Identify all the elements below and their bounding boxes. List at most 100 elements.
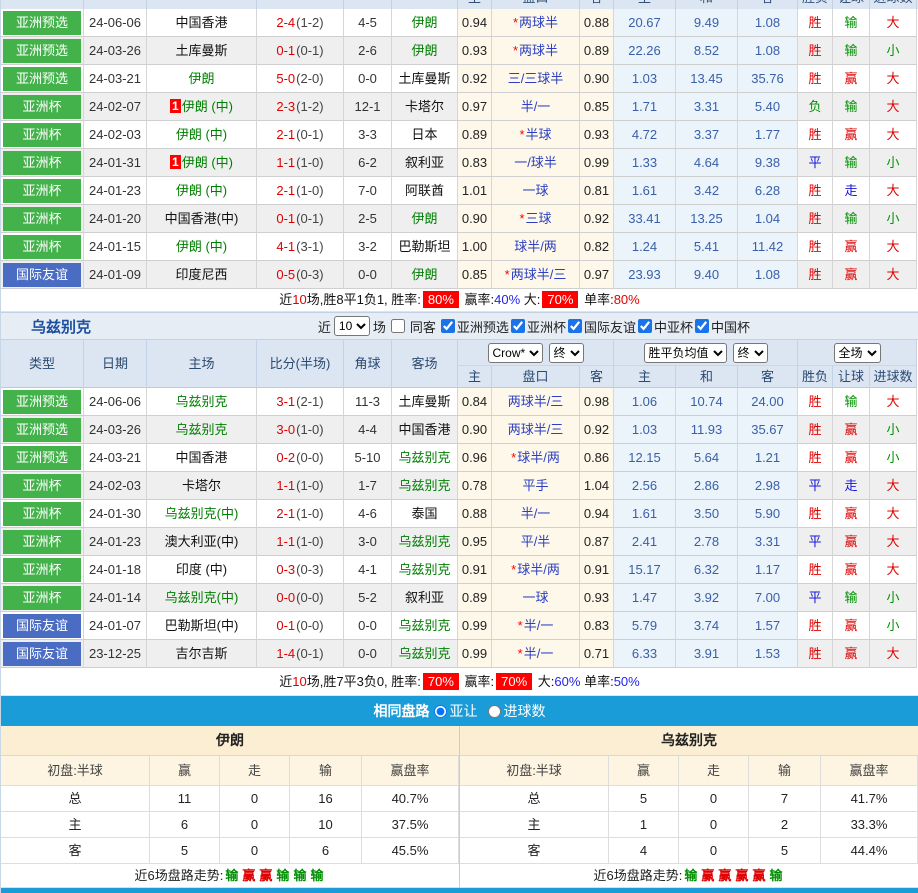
panel-data-cell: 41.7% (821, 786, 918, 812)
near-label: 近 (317, 319, 331, 335)
half-time-score: (1-0) (296, 534, 324, 549)
full-time-score: 2-4 (276, 15, 296, 30)
panel-header-cell: 输 (290, 756, 362, 786)
home-team-cell: 巴勒斯坦(中) (147, 612, 257, 640)
panel-data-cell: 总 (460, 786, 609, 812)
home-team-name: 中国香港 (175, 15, 228, 30)
avg-draw-odds: 3.31 (676, 93, 738, 121)
full-time-score: 4-1 (276, 239, 296, 254)
competition-filter-checkbox[interactable] (440, 319, 455, 333)
same-path-options: 亚让 进球数 (433, 701, 546, 721)
competition-filter-checkbox[interactable] (694, 319, 709, 333)
odds-source-select[interactable]: 终 (732, 342, 768, 363)
handicap-line-cell: *半/一 (492, 612, 580, 640)
handicap-line: 三球 (525, 211, 552, 226)
handicap-away-odds: 0.93 (580, 584, 614, 612)
handicap-line-cell: 半/一 (492, 500, 580, 528)
competition-filter-checkbox[interactable] (637, 319, 652, 333)
avg-away-odds: 1.77 (738, 121, 798, 149)
handicap-home-odds: 0.90 (458, 205, 492, 233)
handicap-home-odds: 1.00 (458, 233, 492, 261)
same-away-checkbox[interactable] (390, 319, 405, 333)
team-handicap-panel: 伊朗 初盘:半球赢走输赢盘率总 11 0 16 40.7% 主 6 0 10 37.5% 客 5 0 6 45… (1, 726, 460, 888)
avg-home-odds: 6.33 (614, 640, 676, 668)
match-row: 亚洲杯 24-02-03 伊朗 (中) 2-1(0-1) 3-3 日本 0.89 *半球 0.9… (1, 121, 918, 149)
result-handicap: 输 (833, 388, 870, 416)
header-col-label: 主 (614, 0, 676, 9)
panel-header-cell: 初盘:半球 (1, 756, 150, 786)
score-cell: 3-1(2-1) (257, 388, 344, 416)
panel-data-cell: 客 (1, 838, 150, 864)
avg-draw-odds: 9.49 (676, 9, 738, 37)
panel-header-cell: 赢 (150, 756, 220, 786)
home-team-cell: 乌兹别克 (147, 388, 257, 416)
trend-item: 赢 (701, 868, 715, 883)
full-time-score: 1-1 (276, 478, 296, 493)
header-empty-cell (344, 0, 392, 9)
avg-draw-odds: 2.78 (676, 528, 738, 556)
match-type-cell: 国际友谊 (1, 261, 84, 289)
result-handicap: 输 (833, 9, 870, 37)
avg-draw-odds: 11.93 (676, 416, 738, 444)
panel-data-row: 总 11 0 16 40.7% (1, 786, 459, 812)
result-goals: 小 (870, 149, 917, 177)
odds-source-select[interactable]: 全场 (833, 342, 881, 363)
avg-away-odds: 1.08 (738, 261, 798, 289)
competition-filter-checkbox[interactable] (567, 319, 582, 333)
match-type-badge: 亚洲预选 (3, 67, 81, 91)
result-goals: 大 (870, 500, 917, 528)
competition-filter-checkbox[interactable] (510, 319, 525, 333)
avg-draw-odds: 3.74 (676, 612, 738, 640)
same-path-radio[interactable] (487, 704, 501, 718)
competition-filter-label: 国际友谊 (583, 319, 636, 335)
header-sub-label: 让球 (833, 366, 870, 388)
match-row: 亚洲预选 24-03-26 乌兹别克 3-0(1-0) 4-4 中国香港 0.90 两球半/三… (1, 416, 918, 444)
match-date: 24-03-21 (84, 444, 147, 472)
panel-data-cell: 37.5% (362, 812, 459, 838)
panel-data-cell: 45.5% (362, 838, 459, 864)
home-team-name: 伊朗 (188, 71, 215, 86)
avg-away-odds: 1.21 (738, 444, 798, 472)
avg-draw-odds: 3.92 (676, 584, 738, 612)
full-time-score: 2-1 (276, 506, 296, 521)
match-row: 亚洲预选 24-03-21 中国香港 0-2(0-0) 5-10 乌兹别克 0.96 *球半/… (1, 444, 918, 472)
odds-source-select[interactable]: 终 (548, 342, 584, 363)
away-team-cell: 巴勒斯坦 (392, 233, 458, 261)
away-team-name: 叙利亚 (404, 590, 444, 605)
result-win-lose: 胜 (798, 205, 833, 233)
home-team-name: 澳大利亚(中) (164, 534, 239, 549)
avg-away-odds: 11.42 (738, 233, 798, 261)
header-empty-cell (84, 0, 147, 9)
same-path-radio[interactable] (433, 704, 447, 718)
avg-draw-odds: 8.52 (676, 37, 738, 65)
avg-home-odds: 22.26 (614, 37, 676, 65)
rank-1-marker: 1 (170, 155, 181, 169)
panel-header-row: 初盘:半球赢走输赢盘率 (1, 756, 459, 786)
handicap-home-odds: 0.84 (458, 388, 492, 416)
uzbek-match-table: 亚洲预选 24-06-06 乌兹别克 3-1(2-1) 11-3 土库曼斯 0.84 两球半/… (1, 388, 918, 668)
avg-away-odds: 1.08 (738, 9, 798, 37)
result-handicap: 赢 (833, 261, 870, 289)
avg-away-odds: 5.40 (738, 93, 798, 121)
header-select-group: 全场 (798, 340, 917, 366)
away-team-name: 卡塔尔 (404, 99, 444, 114)
games-count-select[interactable]: 10 (333, 316, 370, 336)
match-date: 24-03-21 (84, 65, 147, 93)
result-handicap: 走 (833, 472, 870, 500)
odds-source-select[interactable]: Crow* (487, 342, 543, 363)
avg-away-odds: 2.98 (738, 472, 798, 500)
summary-segment: 50% (613, 674, 640, 689)
score-cell: 2-1(1-0) (257, 500, 344, 528)
result-goals: 小 (870, 612, 917, 640)
home-team-cell: 印度尼西 (147, 261, 257, 289)
odds-source-select[interactable]: 胜平负均值 (643, 342, 727, 363)
panel-data-cell: 5 (749, 838, 821, 864)
result-win-lose: 胜 (798, 500, 833, 528)
avg-draw-odds: 4.64 (676, 149, 738, 177)
match-date: 24-01-15 (84, 233, 147, 261)
handicap-line-cell: *三球 (492, 205, 580, 233)
handicap-line-cell: 一球 (492, 584, 580, 612)
result-win-lose: 胜 (798, 9, 833, 37)
match-row: 亚洲杯 24-01-23 伊朗 (中) 2-1(1-0) 7-0 阿联酋 1.01 一球 0.8… (1, 177, 918, 205)
